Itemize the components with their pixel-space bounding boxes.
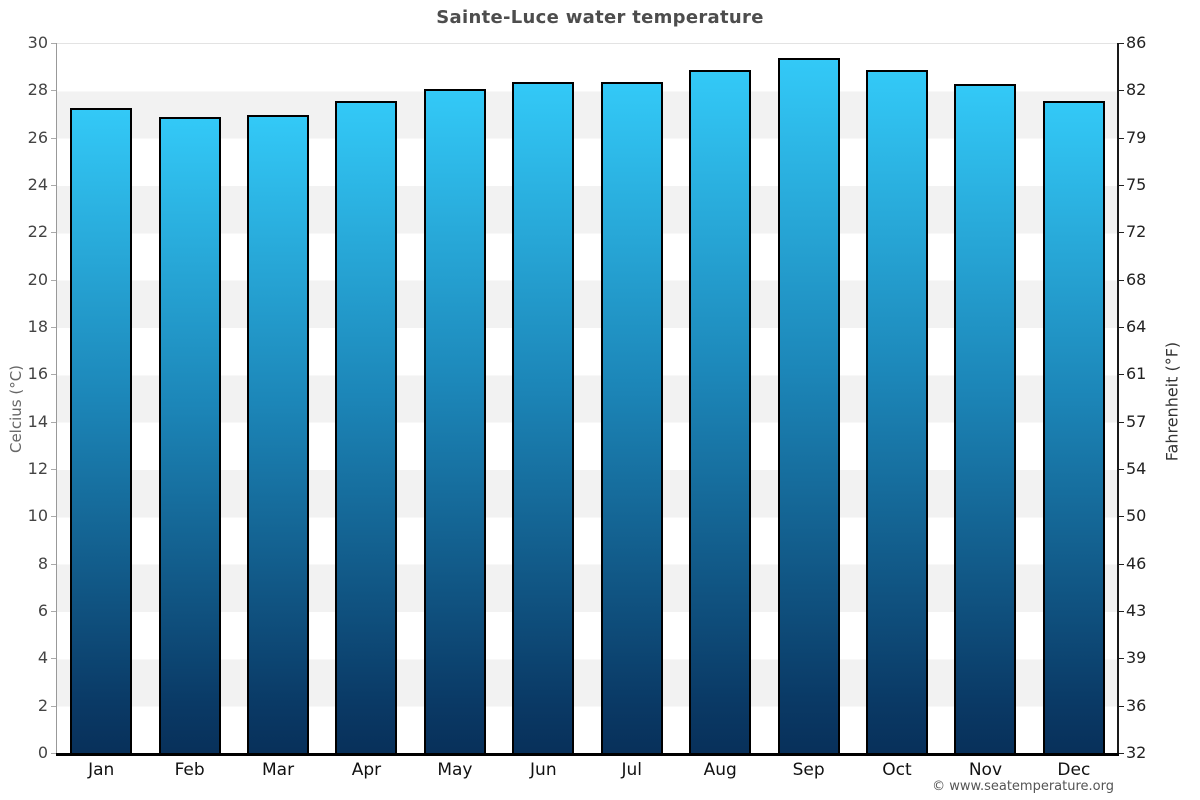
right-axis-tick-mark [1119, 563, 1124, 565]
celsius-tick-label: 4 [37, 648, 48, 668]
left-axis-tick-mark [51, 137, 56, 139]
fahrenheit-tick-label: 36 [1126, 695, 1147, 715]
left-axis-tick-mark [51, 374, 56, 376]
fahrenheit-tick-label: 43 [1126, 601, 1147, 620]
fahrenheit-tick-label: 32 [1126, 743, 1147, 762]
left-axis-tick-mark [51, 185, 56, 186]
celsius-tick-label: 30 [27, 33, 48, 52]
bar-jun [512, 81, 575, 754]
celsius-tick-label: 10 [27, 506, 48, 526]
fahrenheit-tick-label: 57 [1126, 411, 1147, 431]
fahrenheit-tick-label: 68 [1126, 269, 1147, 289]
right-axis-tick-mark [1119, 232, 1124, 234]
month-label-oct: Oct [882, 760, 912, 780]
right-axis-tick-mark [1119, 705, 1124, 707]
bar-apr [335, 100, 398, 754]
fahrenheit-tick-label: 86 [1126, 33, 1147, 52]
fahrenheit-tick-label: 46 [1126, 553, 1147, 573]
fahrenheit-tick-labels: 32 36 39 43 46 50 54 57 61 64 68 72 75 79 82 86 [1126, 34, 1186, 762]
left-axis-tick-mark [51, 421, 56, 423]
left-axis-tick-mark [51, 753, 56, 754]
x-axis-month-labels: Jan Feb Mar Apr May Jun Jul Aug Sep Oct Nov Dec [57, 760, 1118, 780]
left-axis-tick-mark [51, 658, 56, 660]
celsius-tick-label: 26 [27, 127, 48, 147]
celsius-tick-label: 2 [37, 695, 48, 715]
month-label-aug: Aug [703, 760, 737, 780]
fahrenheit-tick-label: 72 [1126, 222, 1147, 242]
bar-dec [1042, 100, 1105, 754]
bar-mar [247, 115, 310, 754]
left-axis-tick-mark [51, 469, 56, 470]
right-axis-tick-mark [1119, 611, 1124, 612]
celsius-tick-label: 20 [27, 269, 48, 289]
celsius-tick-labels: 0 2 4 6 8 10 12 14 16 18 20 22 24 26 28 30 [0, 34, 48, 762]
right-axis-tick-mark [1119, 327, 1124, 328]
month-label-may: May [437, 760, 473, 780]
bar-jul [600, 81, 663, 754]
celsius-axis-line [56, 43, 57, 755]
right-axis-tick-mark [1119, 658, 1124, 660]
bar-feb [158, 117, 221, 754]
right-axis-tick-mark [1119, 279, 1124, 281]
celsius-tick-label: 16 [27, 364, 48, 384]
bar-sep [777, 58, 840, 754]
left-axis-tick-mark [51, 705, 56, 707]
copyright-link[interactable]: © www.seatemperature.org [932, 779, 1114, 794]
fahrenheit-axis-line [1117, 43, 1119, 755]
right-axis-tick-mark [1119, 374, 1124, 376]
fahrenheit-tick-label: 50 [1126, 506, 1147, 526]
left-axis-tick-mark [51, 563, 56, 565]
right-axis-tick-mark [1119, 469, 1124, 470]
month-label-sep: Sep [792, 760, 825, 780]
month-label-jan: Jan [88, 760, 115, 780]
month-label-jun: Jun [530, 760, 557, 780]
right-axis-tick-mark [1119, 43, 1124, 44]
celsius-tick-label: 6 [37, 601, 48, 620]
right-axis-tick-mark [1119, 137, 1124, 139]
bar-oct [865, 70, 928, 754]
month-label-mar: Mar [262, 760, 295, 780]
celsius-tick-label: 24 [27, 175, 48, 194]
month-label-jul: Jul [621, 760, 642, 780]
right-axis-tick-mark [1119, 753, 1124, 754]
celsius-tick-label: 12 [27, 459, 48, 478]
right-axis-tick-mark [1119, 90, 1124, 92]
bar-may [423, 88, 486, 754]
bar-jan [70, 107, 133, 754]
left-axis-tick-mark [51, 43, 56, 44]
x-axis-line [56, 753, 1119, 756]
left-axis-tick-mark [51, 279, 56, 281]
celsius-tick-label: 0 [37, 743, 48, 762]
celsius-tick-label: 8 [37, 553, 48, 573]
fahrenheit-tick-label: 64 [1126, 317, 1147, 336]
celsius-tick-label: 28 [27, 80, 48, 100]
bar-nov [954, 84, 1017, 754]
left-axis-tick-mark [51, 90, 56, 92]
celsius-tick-label: 14 [27, 411, 48, 431]
celsius-tick-label: 22 [27, 222, 48, 242]
fahrenheit-tick-label: 54 [1126, 459, 1147, 478]
fahrenheit-tick-label: 61 [1126, 364, 1147, 384]
bar-aug [689, 70, 752, 754]
month-label-dec: Dec [1057, 760, 1091, 780]
right-axis-tick-mark [1119, 421, 1124, 423]
fahrenheit-tick-label: 75 [1126, 175, 1147, 194]
plot-area [57, 43, 1118, 754]
celsius-tick-label: 18 [27, 317, 48, 336]
month-label-nov: Nov [968, 760, 1003, 780]
left-axis-tick-mark [51, 232, 56, 234]
left-axis-tick-mark [51, 516, 56, 518]
month-label-apr: Apr [351, 760, 382, 780]
fahrenheit-tick-label: 39 [1126, 648, 1147, 668]
fahrenheit-tick-label: 82 [1126, 80, 1147, 100]
fahrenheit-tick-label: 79 [1126, 127, 1147, 147]
month-label-feb: Feb [174, 760, 205, 780]
chart-title: Sainte-Luce water temperature [436, 7, 764, 28]
left-axis-tick-mark [51, 327, 56, 328]
right-axis-tick-mark [1119, 185, 1124, 186]
left-axis-tick-mark [51, 611, 56, 612]
right-axis-tick-mark [1119, 516, 1124, 518]
